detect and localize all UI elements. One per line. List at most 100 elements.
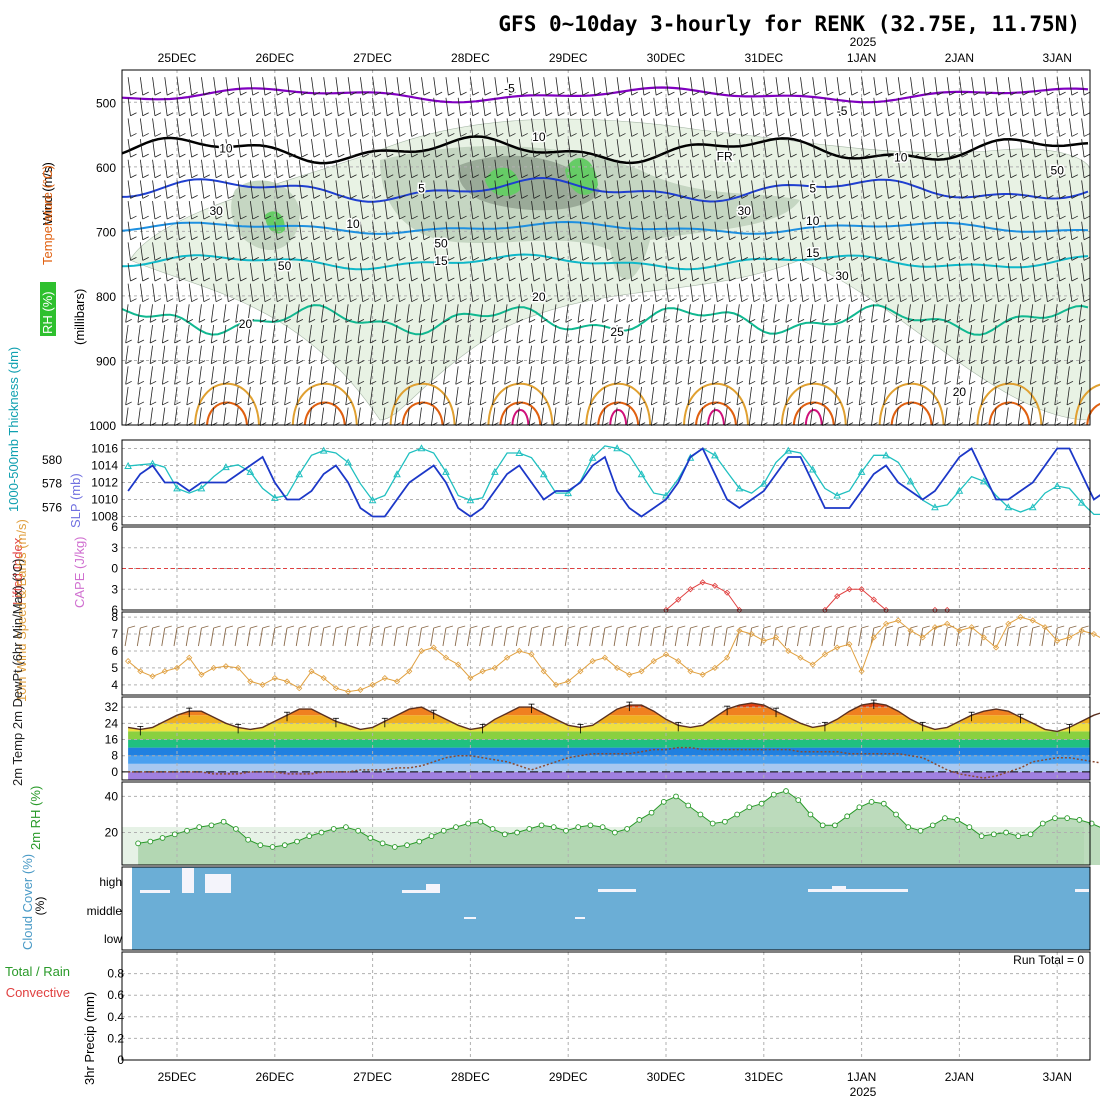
wind-barb [152, 221, 156, 240]
wind-barb [555, 242, 559, 261]
thickness-point [173, 484, 181, 492]
wind-barb [1066, 360, 1074, 365]
wind-barb [998, 174, 1005, 179]
surface-wind-barb [421, 625, 429, 629]
wind-barb [497, 174, 504, 179]
wind-barb [509, 153, 516, 158]
temp-contour-30 [792, 401, 835, 426]
wind-barb [748, 345, 752, 364]
wind-barb [998, 257, 1005, 261]
wind-barb [125, 401, 132, 406]
wind-barb [863, 174, 871, 179]
wind-barb [748, 324, 752, 344]
wind-barb [215, 236, 223, 241]
temp-line [127, 702, 1100, 733]
wind-barb [675, 360, 683, 365]
wind-barb [663, 345, 667, 364]
surface-wind-barb [262, 625, 270, 629]
wind-barb [900, 257, 907, 261]
wind-barb [1005, 318, 1013, 323]
surface-wind-barb [332, 627, 337, 647]
wind-barb [969, 380, 976, 385]
wind-barb [1069, 283, 1073, 302]
wind-barb [981, 345, 985, 364]
surface-wind-barb [751, 625, 759, 629]
wind-barb [616, 159, 620, 178]
wind-barb [1069, 77, 1073, 96]
surface-wind-barb [931, 627, 936, 647]
wind-barb [873, 283, 877, 302]
wind-barb [357, 401, 365, 406]
thickness-point [833, 491, 841, 499]
wind-barb [848, 221, 853, 240]
wind-barb [370, 318, 377, 323]
wind-barb [137, 324, 141, 344]
wind-barb [333, 345, 337, 364]
wind-speed-point [528, 651, 535, 658]
wind-barb [944, 339, 951, 344]
wind-barb [494, 180, 498, 199]
surface-wind-barb [723, 627, 728, 647]
wind-barb [406, 318, 414, 323]
panel-frame [121, 611, 1091, 696]
wind-barb [675, 380, 683, 385]
wind-barb [1010, 174, 1017, 179]
wind-barb [580, 159, 584, 178]
wind-barb [198, 324, 202, 344]
wind-barb [237, 201, 241, 220]
wind-barb [797, 401, 805, 406]
wind-barb [1047, 174, 1054, 179]
wind-speed-point [601, 654, 608, 661]
wind-barb [176, 180, 180, 199]
wind-barb [399, 298, 406, 303]
wind-barb [814, 277, 822, 282]
wind-speed-point [516, 647, 523, 655]
wind-barb [274, 159, 278, 178]
wind-barb [631, 195, 638, 199]
wind-barb [457, 118, 461, 137]
surface-wind-barb [809, 627, 814, 647]
wind-barb [408, 118, 413, 137]
surface-wind-barb [140, 625, 148, 629]
wind-barb [580, 262, 584, 282]
wind-barb [435, 257, 443, 261]
wind-barb [1081, 139, 1085, 158]
rh-point [942, 815, 948, 821]
surface-wind-barb [922, 625, 930, 629]
wind-barb [726, 221, 730, 240]
wind-barb [345, 345, 349, 364]
wind-barb [778, 174, 785, 179]
wind-barb [201, 118, 205, 137]
rh-point [367, 835, 374, 841]
wind-barb [433, 139, 437, 158]
wind-speed-point [907, 627, 914, 634]
wind-barb [714, 97, 718, 116]
temp-contour-25 [780, 382, 847, 426]
wind-barb [277, 91, 284, 96]
wind-barb [753, 236, 761, 241]
wind-barb [154, 298, 162, 303]
wind-barb [873, 201, 877, 220]
wind-barb [863, 257, 871, 261]
wind-barb [272, 366, 276, 385]
wind-barb [934, 180, 938, 199]
wind-barb [973, 298, 981, 303]
wind-barb [687, 324, 691, 344]
wind-barb [702, 97, 706, 116]
wind-speed-point [540, 668, 547, 675]
wind-barb [137, 304, 141, 323]
wind-barb [1042, 345, 1046, 364]
wind-barb [712, 407, 716, 426]
surface-wind-barb [1081, 625, 1089, 629]
cloud-gap [464, 917, 476, 919]
wind-barb [651, 380, 658, 385]
wind-barb [313, 277, 321, 282]
wind-barb [139, 262, 144, 282]
wind-barb [1022, 298, 1030, 303]
wind-barb [846, 324, 850, 344]
wind-barb [521, 195, 528, 199]
wind-barb [1007, 139, 1012, 158]
wind-barb [858, 386, 862, 406]
wind-barb [971, 97, 975, 116]
wind-barb [995, 159, 999, 178]
